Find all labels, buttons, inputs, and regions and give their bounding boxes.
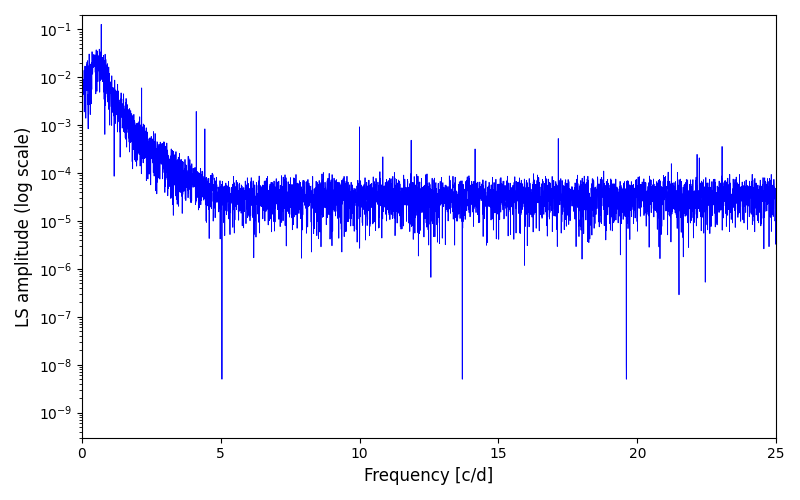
X-axis label: Frequency [c/d]: Frequency [c/d]	[364, 467, 494, 485]
Y-axis label: LS amplitude (log scale): LS amplitude (log scale)	[15, 126, 33, 326]
